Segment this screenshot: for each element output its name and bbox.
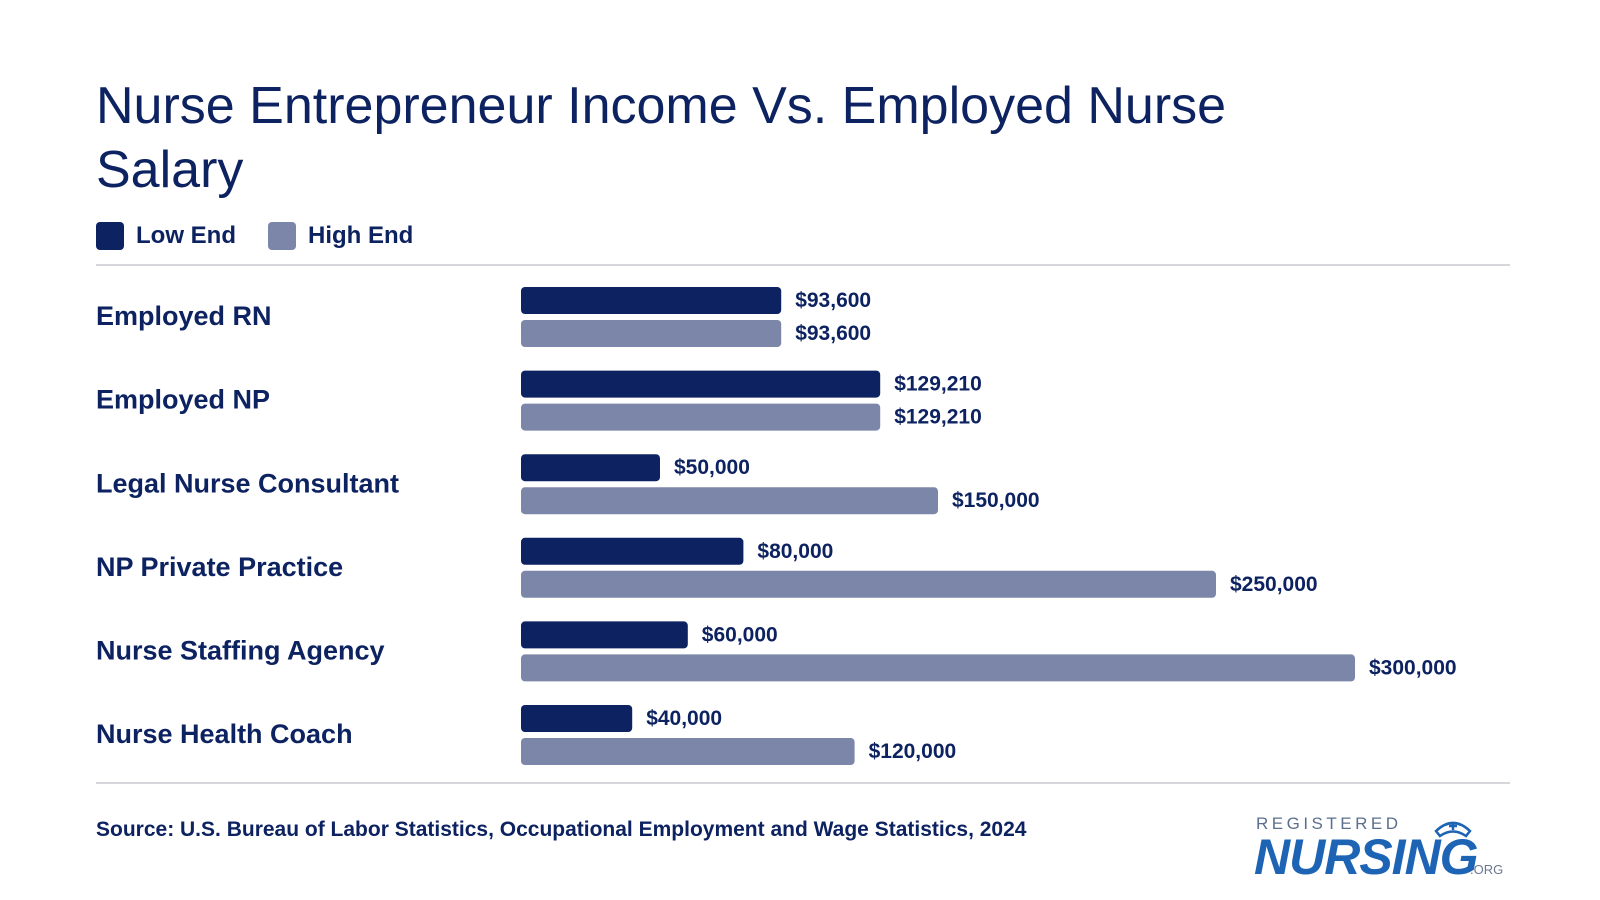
category-label: Nurse Health Coach bbox=[96, 719, 353, 749]
bar-low-end bbox=[521, 621, 688, 649]
category-label: Nurse Staffing Agency bbox=[96, 636, 385, 666]
logo-registered-text: REGISTERED bbox=[1256, 814, 1402, 833]
nurse-cap-icon bbox=[1434, 821, 1472, 838]
legend-swatch-high bbox=[267, 222, 296, 250]
data-label-high-end: $150,000 bbox=[952, 489, 1040, 512]
legend-item-high: High End bbox=[267, 222, 414, 250]
data-label-high-end: $250,000 bbox=[1230, 573, 1318, 596]
category-label: Legal Nurse Consultant bbox=[96, 468, 399, 498]
category-label: NP Private Practice bbox=[96, 552, 343, 582]
bar-low-end bbox=[521, 537, 744, 565]
bar-high-end bbox=[521, 654, 1355, 682]
chart-legend: Low End High End bbox=[96, 222, 445, 250]
data-label-low-end: $80,000 bbox=[757, 540, 833, 563]
bar-high-end bbox=[521, 403, 881, 431]
data-label-high-end: $300,000 bbox=[1369, 656, 1457, 679]
category-label: Employed NP bbox=[96, 385, 270, 415]
data-label-low-end: $129,210 bbox=[894, 373, 982, 396]
bottom-divider bbox=[96, 782, 1510, 784]
chart-title: Nurse Entrepreneur Income Vs. Employed N… bbox=[96, 77, 1227, 199]
bar-low-end bbox=[521, 454, 660, 482]
bar-high-end bbox=[521, 320, 782, 347]
bar-low-end bbox=[521, 287, 782, 314]
bar-high-end bbox=[521, 738, 855, 765]
data-label-high-end: $93,600 bbox=[795, 322, 871, 345]
source-note: Source: U.S. Bureau of Labor Statistics,… bbox=[96, 818, 1027, 841]
category-label: Employed RN bbox=[96, 301, 272, 331]
data-label-low-end: $50,000 bbox=[674, 456, 750, 479]
legend-item-low: Low End bbox=[96, 222, 236, 250]
registered-nursing-logo: REGISTERED NURSING .ORG bbox=[1254, 814, 1516, 890]
legend-label-high: High End bbox=[307, 222, 414, 249]
top-divider bbox=[96, 264, 1510, 266]
legend-swatch-low bbox=[96, 222, 124, 250]
bar-high-end bbox=[521, 487, 938, 515]
bar-low-end bbox=[521, 370, 881, 398]
data-label-low-end: $40,000 bbox=[646, 707, 722, 730]
data-label-low-end: $60,000 bbox=[702, 623, 778, 646]
legend-label-low: Low End bbox=[136, 222, 236, 249]
bar-high-end bbox=[521, 570, 1216, 598]
bar-low-end bbox=[521, 705, 633, 732]
data-label-high-end: $120,000 bbox=[869, 740, 957, 763]
data-label-low-end: $93,600 bbox=[795, 289, 871, 312]
logo-nursing-text: NURSING bbox=[1254, 829, 1479, 885]
logo-org-text: .ORG bbox=[1470, 862, 1504, 877]
data-label-high-end: $129,210 bbox=[894, 406, 982, 429]
